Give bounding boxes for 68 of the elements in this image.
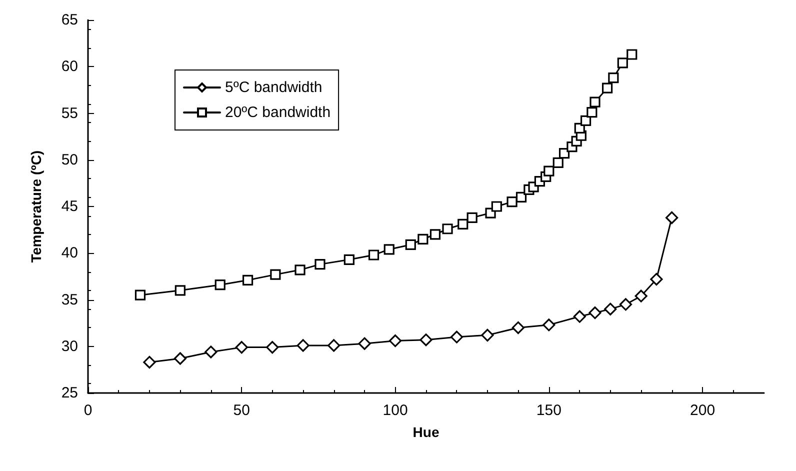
point <box>506 196 518 208</box>
y-tick-label: 25 <box>61 384 78 402</box>
point <box>420 334 432 346</box>
point <box>266 341 279 354</box>
y-tick-label: 65 <box>61 12 78 28</box>
point <box>590 96 600 108</box>
point <box>608 72 619 84</box>
point <box>242 274 254 286</box>
y-tick-label: 40 <box>61 244 78 262</box>
point <box>588 306 602 320</box>
point <box>134 290 146 300</box>
point <box>617 58 628 68</box>
y-tick-label: 35 <box>61 291 78 308</box>
point <box>602 82 613 94</box>
point <box>328 339 340 352</box>
point <box>512 321 524 334</box>
point <box>481 328 494 342</box>
y-tick-label: 50 <box>61 151 78 168</box>
x-tick-label: 0 <box>84 402 92 419</box>
x-tick-label: 200 <box>690 402 716 419</box>
point <box>430 229 441 240</box>
point <box>368 250 380 260</box>
point <box>491 201 502 212</box>
y-tick-label: 60 <box>61 58 78 76</box>
x-axis-title: Hue <box>412 424 440 440</box>
point <box>405 239 416 250</box>
x-tick-label: 150 <box>536 402 562 419</box>
point <box>174 285 186 296</box>
point <box>552 157 564 168</box>
point <box>296 339 310 352</box>
point <box>516 192 527 202</box>
point <box>604 302 617 316</box>
point <box>458 218 468 230</box>
point <box>214 280 226 290</box>
point <box>542 318 556 332</box>
y-axis-title: Temperature (ºC) <box>28 150 44 263</box>
point <box>358 337 371 350</box>
y-tick-label: 45 <box>61 198 78 215</box>
point <box>666 211 678 224</box>
point <box>314 259 326 270</box>
point <box>388 334 402 348</box>
point <box>418 234 428 244</box>
y-tick-label: 55 <box>61 104 78 122</box>
point <box>442 224 453 234</box>
point <box>174 352 186 365</box>
point <box>235 341 248 354</box>
x-tick-label: 50 <box>233 402 250 419</box>
point <box>558 148 570 159</box>
point <box>466 212 478 223</box>
legend-label: 20ºC bandwidth <box>225 104 331 121</box>
point <box>384 244 394 255</box>
point <box>344 254 354 265</box>
x-tick-label: 100 <box>382 402 408 419</box>
point <box>544 166 554 176</box>
point <box>650 272 663 286</box>
point <box>204 346 218 358</box>
y-tick-label: 30 <box>61 338 78 355</box>
point <box>586 107 598 118</box>
legend-label: 5ºC bandwidth <box>225 79 322 96</box>
point <box>143 356 156 369</box>
point <box>626 49 638 60</box>
point <box>619 298 632 311</box>
point <box>270 269 281 280</box>
point <box>294 264 306 276</box>
point <box>580 115 592 126</box>
point <box>573 310 586 323</box>
point <box>634 290 648 302</box>
point <box>450 330 464 344</box>
